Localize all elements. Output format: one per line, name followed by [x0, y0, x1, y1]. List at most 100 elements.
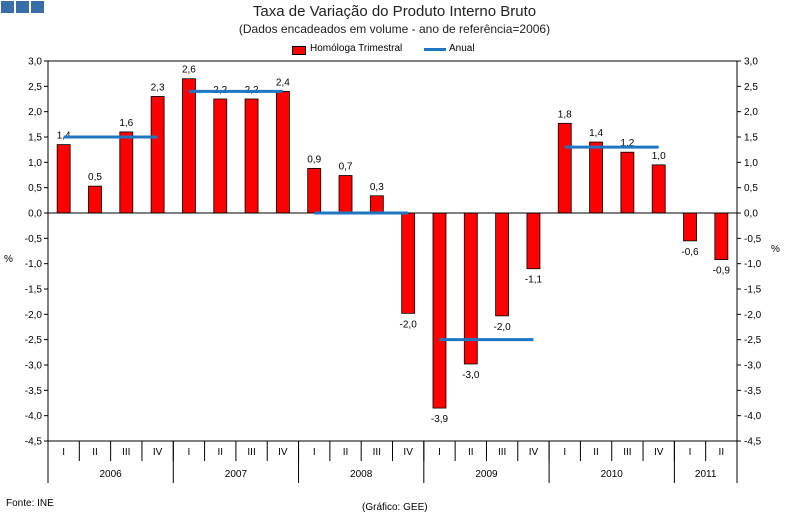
y-tick-label-right: -4,5 [744, 437, 762, 448]
y-tick-label-right: 0,5 [744, 183, 758, 194]
quarter-label: III [373, 447, 381, 458]
bar [557, 122, 572, 214]
year-label: 2008 [350, 469, 373, 480]
bar-data-label: -3,9 [431, 414, 449, 425]
quarter-label: IV [278, 447, 288, 458]
credit-note: (Gráfico: GEE) [362, 502, 428, 513]
quarter-label: II [719, 447, 725, 458]
y-tick-label-right: -1,5 [744, 285, 762, 296]
bar [401, 212, 416, 314]
bar [620, 151, 635, 214]
legend-label-line: Anual [449, 43, 475, 54]
y-tick-label-left: -1,0 [25, 259, 43, 270]
quarter-label: III [498, 447, 506, 458]
bar [338, 175, 353, 214]
y-tick-label-left: -3,5 [25, 386, 43, 397]
bar [275, 91, 290, 214]
bar-data-label: 1,8 [558, 109, 572, 120]
quarter-label: III [623, 447, 631, 458]
quarter-label: II [217, 447, 223, 458]
bar [307, 168, 322, 214]
y-tick-label-left: -1,5 [25, 285, 43, 296]
bar [244, 98, 259, 214]
y-tick-label-left: 2,0 [28, 107, 42, 118]
year-label: 2010 [601, 469, 624, 480]
bar-data-label: 0,3 [370, 182, 384, 193]
bar-data-label: 1,2 [620, 138, 634, 149]
bar-data-label: 1,6 [119, 118, 133, 129]
y-axis-label-right: % [771, 244, 780, 255]
year-label: 2009 [475, 469, 498, 480]
y-tick-label-left: -3,0 [25, 361, 43, 372]
bar [88, 185, 102, 214]
y-tick-label-left: 2,5 [28, 82, 42, 93]
y-tick-label-left: 1,0 [28, 158, 42, 169]
bar-data-label: 2,3 [151, 82, 165, 93]
y-tick-label-left: 3,0 [28, 57, 42, 68]
y-tick-label-right: 1,5 [744, 133, 758, 144]
bar [150, 96, 165, 214]
y-tick-label-right: -1,0 [744, 259, 762, 270]
y-tick-label-right: -2,5 [744, 335, 762, 346]
quarter-label: IV [654, 447, 664, 458]
y-tick-label-left: -4,5 [25, 437, 43, 448]
bar [526, 212, 541, 270]
quarter-label: II [343, 447, 349, 458]
quarter-label: I [563, 447, 566, 458]
quarter-label: IV [529, 447, 539, 458]
bar [119, 131, 134, 214]
y-tick-label-right: -4,0 [744, 411, 762, 422]
bar-data-label: 2,4 [276, 77, 290, 88]
bar [213, 98, 228, 214]
y-tick-label-right: -2,0 [744, 310, 762, 321]
bar-data-label: 0,9 [307, 154, 321, 165]
year-label: 2007 [225, 469, 248, 480]
bar [56, 144, 71, 214]
logo-square-1 [1, 1, 14, 13]
bar-data-label: -3,0 [462, 370, 480, 381]
y-tick-label-left: 0,5 [28, 183, 42, 194]
bar-data-label: 1,4 [589, 128, 603, 139]
bar-data-label: -2,0 [400, 319, 418, 330]
bar [369, 195, 384, 214]
y-tick-label-left: -4,0 [25, 411, 43, 422]
y-tick-label-left: -2,5 [25, 335, 43, 346]
bar [182, 78, 196, 214]
bar-data-label: 1,0 [652, 151, 666, 162]
year-label: 2006 [100, 469, 123, 480]
year-label: 2011 [695, 469, 717, 480]
logo-square-2 [16, 1, 29, 13]
quarter-label: IV [403, 447, 413, 458]
y-tick-label-right: 1,0 [744, 158, 758, 169]
y-tick-label-left: -2,0 [25, 310, 43, 321]
quarter-label: III [122, 447, 130, 458]
bar-data-label: -0,6 [681, 247, 699, 258]
quarter-label: I [313, 447, 316, 458]
y-axis-label-left: % [4, 254, 13, 265]
quarter-label: I [188, 447, 191, 458]
y-tick-label-left: 0,0 [28, 209, 42, 220]
y-tick-label-left: -0,5 [25, 234, 43, 245]
bar-data-label: -1,1 [525, 275, 543, 286]
legend-swatch-line [424, 48, 446, 51]
bar-data-label: -0,9 [713, 266, 731, 277]
chart-subtitle: (Dados encadeados em volume - ano de ref… [238, 22, 551, 36]
quarter-label: II [92, 447, 98, 458]
quarter-label: III [247, 447, 255, 458]
y-tick-label-right: 2,5 [744, 82, 758, 93]
bar [589, 141, 603, 214]
logo-square-3 [31, 1, 44, 13]
y-tick-label-right: -3,5 [744, 386, 762, 397]
quarter-label: IV [153, 447, 163, 458]
y-tick-label-right: 2,0 [744, 107, 758, 118]
y-tick-label-right: -0,5 [744, 234, 762, 245]
chart-title: Taxa de Variação do Produto Interno Brut… [252, 3, 537, 20]
bar [495, 212, 510, 317]
source-note: Fonte: INE [6, 498, 54, 509]
bar [463, 212, 478, 365]
quarter-label: II [593, 447, 599, 458]
bar-data-label: 0,7 [339, 162, 353, 173]
legend-swatch-bar [292, 46, 306, 55]
bar [432, 212, 447, 409]
